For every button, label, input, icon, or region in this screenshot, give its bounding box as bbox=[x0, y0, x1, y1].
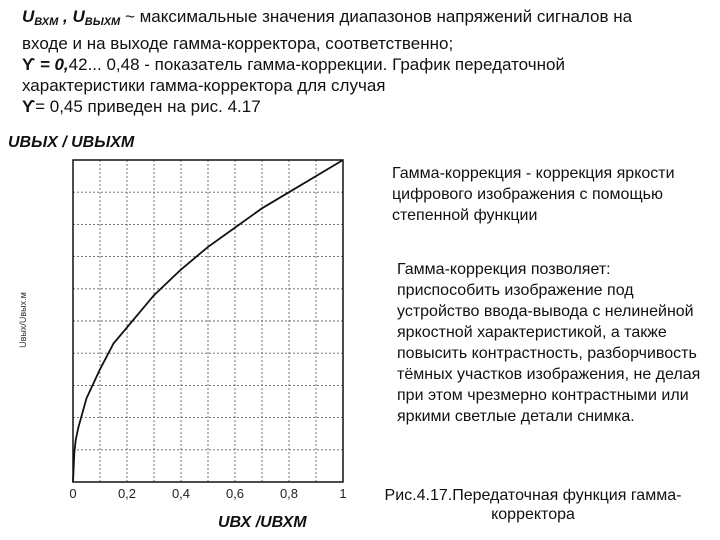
intro-line-2: входе и на выходе гамма-корректора, соот… bbox=[22, 34, 454, 53]
comma-separator: , bbox=[58, 7, 73, 26]
note-purpose: Гамма-коррекция позволяет: приспособить … bbox=[397, 261, 701, 425]
intro-line-4: характеристики гамма-корректора для случ… bbox=[22, 76, 386, 95]
intro-line-3: ϒ = 0,42... 0,48 - показатель гамма-корр… bbox=[22, 54, 712, 75]
chart-curve bbox=[72, 159, 344, 483]
chart-grid bbox=[73, 160, 343, 482]
x-tick-label: 0,8 bbox=[280, 486, 298, 501]
note-definition: Гамма-коррекция - коррекция яркости цифр… bbox=[392, 165, 675, 224]
gamma-curve-line bbox=[72, 159, 344, 483]
gamma-symbol: ϒ bbox=[22, 97, 36, 116]
u-out-subscript: ВЫХМ bbox=[84, 16, 121, 28]
x-tick-label: 0,6 bbox=[226, 486, 244, 501]
chart-ticks: 0 0,2 0,4 0,6 0,8 1 bbox=[69, 486, 346, 501]
intro-line-5: ϒ= 0,45 приведен на рис. 4.17 bbox=[22, 96, 712, 117]
x-tick-label: 0 bbox=[69, 486, 76, 501]
gamma-symbol: ϒ bbox=[22, 55, 36, 74]
u-in-symbol: U bbox=[22, 7, 35, 26]
figure-caption: Рис.4.17.Передаточная функция гамма-корр… bbox=[384, 487, 682, 523]
x-tick-label: 0,4 bbox=[172, 486, 190, 501]
chart-frame bbox=[72, 159, 344, 483]
gamma-equals: = 0, bbox=[35, 55, 69, 74]
intro-line-1: UВХМ , UВЫХМ ~ максимальные значения диа… bbox=[22, 6, 712, 33]
intro-line-3-text: 42... 0,48 - показатель гамма-коррекции.… bbox=[68, 55, 565, 74]
intro-line-1-text: ~ максимальные значения диапазонов напря… bbox=[120, 7, 633, 26]
u-out-symbol: U bbox=[72, 7, 85, 26]
y-axis-title: UВЫХ / UВЫХМ bbox=[8, 134, 135, 151]
plot-border bbox=[72, 159, 344, 483]
x-tick-label: 0,2 bbox=[118, 486, 136, 501]
intro-line-5-text: = 0,45 приведен на рис. 4.17 bbox=[35, 97, 261, 116]
x-tick-label: 1 bbox=[339, 486, 346, 501]
x-axis-title: UВХ /UВХМ bbox=[218, 514, 307, 531]
u-in-subscript: ВХМ bbox=[34, 16, 59, 28]
intro-text: UВХМ , UВЫХМ ~ максимальные значения диа… bbox=[22, 6, 712, 117]
